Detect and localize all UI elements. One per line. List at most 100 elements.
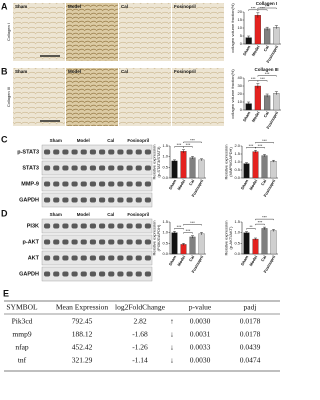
histology-image <box>172 68 224 126</box>
bar <box>254 85 261 111</box>
significance-bracket <box>257 9 268 11</box>
panel-label: D <box>1 208 8 218</box>
blot-band <box>44 197 51 203</box>
blot-band <box>89 271 96 277</box>
histology-image <box>66 68 118 126</box>
y-tick-label: 20 <box>238 91 243 96</box>
x-tick-label: Cal <box>260 255 267 263</box>
y-axis-label: Relative expression <box>152 145 157 180</box>
blot-band <box>62 255 69 261</box>
blot-band <box>71 197 78 203</box>
blot-band <box>80 239 87 245</box>
blot-band <box>89 165 96 171</box>
error-bar <box>247 101 251 106</box>
group-label: Cal <box>107 138 114 143</box>
blot-band <box>62 223 69 229</box>
blot-band <box>44 181 51 187</box>
blot-band <box>44 223 51 229</box>
significance-label: *** <box>265 4 270 9</box>
blot-band <box>44 149 51 155</box>
bar <box>243 232 250 255</box>
table-cell: mmp9 <box>12 330 31 339</box>
group-label: Fosinopril <box>174 69 196 74</box>
blot-band <box>117 165 124 171</box>
significance-bracket <box>183 141 202 143</box>
error-bar <box>254 237 257 241</box>
protein-label: GAPDH <box>19 271 39 277</box>
blot-band <box>99 197 106 203</box>
blot-band <box>117 181 124 187</box>
direction-arrow: ↓ <box>170 343 174 352</box>
blot-band <box>62 271 69 277</box>
blot-band <box>53 271 60 277</box>
blot-strip <box>41 218 153 234</box>
blot-band <box>108 197 115 203</box>
blot-band <box>144 181 151 187</box>
x-tick-label: Model <box>248 255 258 268</box>
table-cell: -1.68 <box>132 330 148 339</box>
significance-label: *** <box>265 71 270 76</box>
x-tick-label: Model <box>176 255 186 268</box>
significance-bracket <box>183 146 193 148</box>
row-label: Collagen III <box>6 87 11 107</box>
error-bar <box>200 232 203 236</box>
table-header: padj <box>244 303 257 312</box>
significance-bracket <box>174 228 184 230</box>
significance-bracket <box>246 228 256 230</box>
y-tick-label: 5 <box>240 33 243 38</box>
table-header: p-value <box>189 303 212 312</box>
blot-strip <box>41 250 153 266</box>
chart-title: Collagen I <box>256 1 278 6</box>
significance-bracket <box>183 224 202 226</box>
x-tick-label: Cal <box>262 45 269 53</box>
blot-band <box>89 255 96 261</box>
blot-band <box>126 223 133 229</box>
group-label: Sham <box>15 4 27 9</box>
histology-image <box>66 3 118 61</box>
panel-label: A <box>1 1 8 11</box>
y-tick-label: 40 <box>238 75 243 80</box>
bar <box>273 27 280 45</box>
x-tick-label: Model <box>176 179 186 192</box>
blot-band <box>108 271 115 277</box>
blot-band <box>135 149 142 155</box>
x-tick-label: Sham <box>240 254 250 266</box>
blot-band <box>126 165 133 171</box>
blot-band <box>53 197 60 203</box>
panel-label: C <box>1 134 8 144</box>
y-tick-label: 0 <box>240 41 243 46</box>
table-cell: 452.42 <box>72 343 93 352</box>
group-label: Cal <box>121 69 128 74</box>
x-tick-label: Sham <box>168 254 178 266</box>
blot-band <box>71 165 78 171</box>
blot-band <box>71 223 78 229</box>
blot-band <box>126 181 133 187</box>
significance-bracket <box>257 7 277 9</box>
blot-band <box>62 181 69 187</box>
table-cell: 0.0031 <box>190 330 211 339</box>
blot-band <box>144 149 151 155</box>
bar <box>252 238 259 255</box>
y-axis-label: collagen volume fraction(%) <box>230 69 235 119</box>
y-tick-label: 1.0 <box>162 154 168 159</box>
panel-label: B <box>1 66 8 76</box>
protein-label: AKT <box>28 255 40 261</box>
bar <box>171 232 178 255</box>
y-tick-label: 0.5 <box>162 240 168 245</box>
y-tick-label: 0.5 <box>234 240 240 245</box>
table-cell: 2.82 <box>133 317 146 326</box>
blot-band <box>44 271 51 277</box>
blot-band <box>144 165 151 171</box>
significance-label: *** <box>251 76 256 81</box>
histology-image <box>172 3 224 61</box>
bar <box>171 160 178 179</box>
row-label: Collagen I <box>6 23 11 41</box>
group-label: Fosinopril <box>127 212 149 217</box>
significance-bracket <box>255 147 265 149</box>
error-bar <box>182 149 185 154</box>
significance-label: *** <box>177 224 182 229</box>
group-label: Sham <box>50 212 62 217</box>
error-bar <box>274 91 278 95</box>
blot-band <box>108 223 115 229</box>
table-header: SYMBOL <box>6 303 38 312</box>
